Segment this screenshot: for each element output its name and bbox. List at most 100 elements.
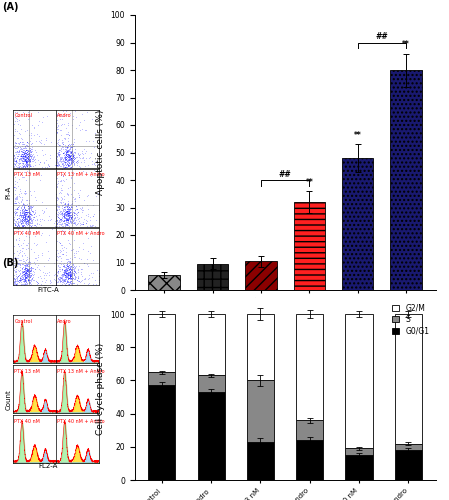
Point: [39, 113, 46, 121]
Point: [56, 150, 63, 158]
Point: [22, 152, 29, 160]
Point: [25, 152, 32, 160]
Point: [53, 128, 61, 136]
Point: [62, 142, 69, 150]
Point: [58, 210, 65, 218]
Point: [23, 166, 31, 174]
Point: [65, 147, 72, 155]
Point: [59, 163, 66, 171]
Point: [65, 222, 72, 230]
Point: [65, 268, 72, 276]
Point: [56, 161, 63, 169]
Point: [22, 149, 29, 157]
Point: [15, 148, 22, 156]
Point: [25, 158, 32, 166]
Point: [24, 266, 31, 274]
Point: [24, 200, 31, 208]
Point: [16, 259, 23, 267]
Point: [21, 208, 28, 216]
Point: [38, 228, 45, 236]
Point: [57, 214, 65, 222]
Point: [24, 217, 31, 225]
Point: [65, 160, 72, 168]
Point: [95, 272, 102, 280]
Point: [11, 140, 18, 147]
Point: [62, 271, 69, 279]
Point: [31, 220, 38, 228]
Point: [39, 250, 46, 258]
Point: [15, 276, 22, 284]
Point: [26, 156, 33, 164]
Point: [21, 163, 28, 171]
Point: [17, 134, 24, 142]
Point: [59, 153, 66, 161]
Point: [64, 272, 71, 280]
Point: [67, 254, 74, 262]
Point: [65, 148, 72, 156]
Point: [26, 209, 33, 217]
Point: [85, 160, 92, 168]
Point: [17, 152, 24, 160]
Point: [25, 208, 32, 216]
Point: [22, 218, 29, 226]
Point: [26, 270, 33, 278]
Point: [12, 221, 19, 229]
Point: [22, 266, 30, 274]
Point: [29, 219, 36, 227]
Point: [22, 211, 29, 219]
Point: [65, 274, 72, 282]
Point: [56, 152, 63, 160]
Point: [13, 170, 20, 178]
Point: [18, 206, 25, 214]
Point: [20, 161, 27, 169]
Point: [65, 152, 72, 160]
Point: [75, 208, 82, 216]
Point: [33, 280, 40, 288]
Point: [53, 110, 60, 118]
Point: [61, 135, 68, 143]
Point: [66, 160, 73, 168]
Point: [25, 266, 32, 274]
Point: [11, 162, 18, 170]
Point: [24, 162, 31, 170]
Point: [62, 200, 69, 208]
Point: [42, 238, 49, 246]
Point: [107, 65, 114, 73]
Point: [67, 218, 74, 226]
Point: [97, 172, 104, 179]
Point: [23, 280, 30, 288]
Point: [21, 213, 28, 221]
Point: [17, 154, 24, 162]
Point: [15, 129, 22, 137]
Point: [14, 272, 21, 280]
Point: [60, 226, 67, 234]
Point: [64, 278, 71, 286]
Point: [64, 147, 71, 155]
Point: [21, 221, 28, 229]
Point: [27, 148, 34, 156]
Point: [66, 210, 73, 218]
Point: [12, 144, 19, 152]
Bar: [345, 455, 373, 480]
Point: [21, 216, 28, 224]
Point: [21, 140, 28, 147]
Point: [64, 152, 71, 160]
Point: [57, 158, 64, 166]
Point: [58, 274, 66, 282]
Point: [72, 218, 79, 226]
Point: [62, 268, 69, 276]
Point: [53, 254, 60, 262]
Point: [54, 104, 61, 112]
Point: [53, 168, 61, 176]
Point: [27, 162, 34, 170]
Point: [23, 162, 30, 170]
Point: [67, 154, 75, 162]
Point: [69, 142, 76, 150]
Point: [71, 254, 79, 262]
Point: [59, 276, 66, 283]
Point: [10, 229, 17, 237]
Point: [31, 265, 39, 273]
Point: [70, 260, 77, 268]
Point: [14, 276, 21, 284]
Point: [97, 259, 104, 267]
